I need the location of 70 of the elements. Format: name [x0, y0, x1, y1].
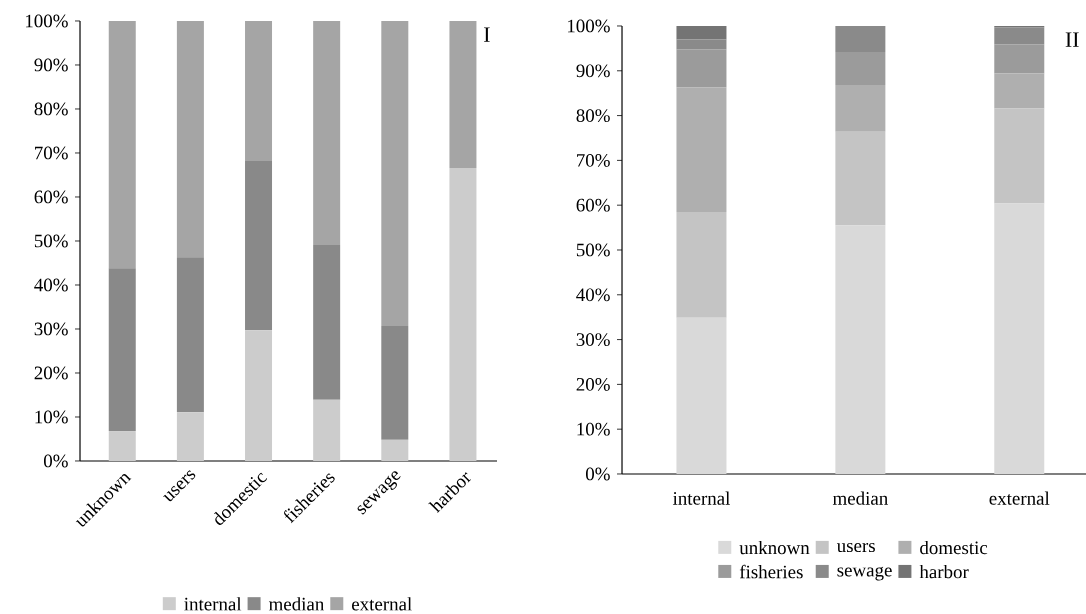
bar	[994, 44, 1045, 74]
y-tick-label: 100%	[25, 14, 68, 28]
y-tick-label: 100%	[568, 19, 610, 33]
bar	[108, 431, 136, 461]
legend-label: domestic	[920, 540, 988, 555]
legend-label: users	[836, 542, 875, 553]
legend-label: sewage	[837, 566, 892, 581]
legend-label: unknown	[739, 540, 810, 555]
bar	[994, 27, 1045, 45]
legend-label: median	[268, 597, 325, 611]
bar	[449, 20, 477, 168]
bar	[835, 51, 886, 86]
y-tick-label: 80%	[576, 109, 610, 122]
y-tick-label: 50%	[576, 243, 610, 257]
y-tick-label: 30%	[34, 322, 68, 336]
bar	[176, 257, 204, 413]
bar	[994, 108, 1045, 204]
bar	[381, 439, 409, 461]
y-tick-label: 90%	[34, 58, 68, 72]
y-tick-label: 50%	[34, 234, 68, 248]
bar	[676, 49, 727, 88]
bar	[313, 244, 341, 400]
y-tick-label: 90%	[576, 64, 610, 78]
bar	[676, 211, 727, 318]
bar	[835, 25, 886, 52]
bar	[676, 39, 727, 50]
bar	[676, 25, 727, 40]
bar	[245, 160, 273, 331]
bar	[676, 87, 727, 212]
y-tick-label: 30%	[576, 333, 610, 346]
legend-label: harbor	[919, 564, 969, 579]
y-tick-label: 40%	[576, 288, 610, 302]
bar	[994, 73, 1045, 109]
y-tick-label: 80%	[34, 102, 68, 116]
bar	[381, 325, 409, 440]
bar	[108, 20, 136, 269]
bar	[835, 225, 886, 474]
y-tick-label: 10%	[35, 410, 68, 424]
bar	[835, 85, 886, 132]
y-tick-label: 20%	[576, 377, 610, 391]
y-tick-label: 70%	[35, 146, 68, 160]
bar	[176, 20, 204, 258]
bar	[313, 20, 341, 245]
y-tick-label: 40%	[34, 278, 68, 292]
bar	[676, 317, 727, 474]
y-tick-label: 0%	[585, 467, 610, 481]
legend-label: fisheries	[739, 564, 803, 579]
annotation: II	[1065, 32, 1079, 47]
y-tick-label: 0%	[43, 454, 68, 468]
y-tick-label: 60%	[576, 198, 610, 212]
x-tick-label: median	[832, 491, 888, 505]
bar	[381, 20, 409, 326]
bar	[835, 131, 886, 226]
x-tick-label: users	[163, 470, 196, 502]
legend-label: external	[352, 597, 412, 611]
legend-label: internal	[184, 597, 242, 611]
y-tick-label: 10%	[577, 422, 610, 436]
y-tick-label: 60%	[34, 190, 68, 204]
bar	[176, 412, 204, 461]
y-tick-label: 20%	[34, 366, 68, 380]
bar	[245, 20, 273, 161]
bar	[245, 330, 273, 461]
annotation: I	[484, 27, 490, 42]
bar	[449, 167, 477, 461]
bar	[313, 399, 341, 461]
x-tick-label: external	[989, 491, 1050, 505]
bar	[994, 203, 1045, 474]
bar	[108, 268, 136, 432]
x-tick-label: internal	[672, 491, 730, 505]
y-tick-label: 70%	[577, 153, 610, 167]
